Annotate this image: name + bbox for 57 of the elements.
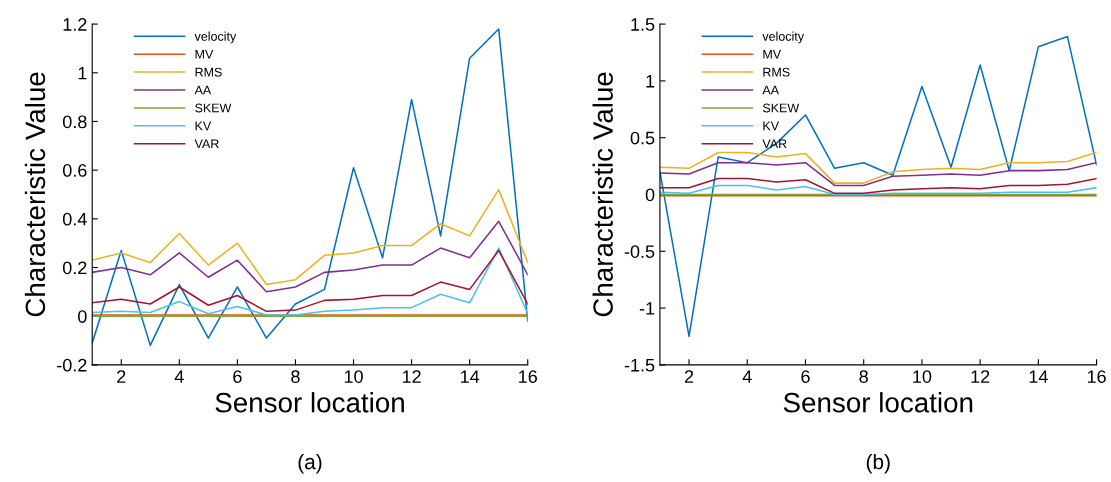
x-axis-title: Sensor location [783,392,973,413]
x-tick-label: 16 [1087,370,1106,383]
y-tick-label: 0.8 [62,115,87,129]
y-tick-label: 1 [646,75,655,88]
line-series [659,184,1097,196]
legend-label: MV [195,49,214,59]
line-series [659,177,1097,195]
x-tick-label: 6 [233,370,242,383]
y-tick-label: 0 [78,310,87,323]
y-tick-label: 0.4 [62,212,87,226]
legend-label: SKEW [762,103,800,113]
y-tick-label: -0.5 [624,245,655,258]
legend-label: RMS [763,67,790,77]
legend-label: MV [763,49,782,59]
text: (a) [298,453,322,474]
legend-label: SKEW [195,103,232,113]
line-series [92,28,528,347]
y-tick-label: 1 [78,66,87,80]
y-tick-label: -1.5 [624,358,655,372]
y-tick-label: 1.2 [63,18,87,31]
x-tick-label: 14 [1029,370,1048,383]
x-tick-label: 16 [519,370,537,383]
legend-label: AA [762,85,780,95]
x-tick-label: 4 [742,370,752,383]
legend-label: RMS [195,67,222,77]
legend-label: KV [195,121,212,131]
legend-label: velocity [762,31,805,44]
x-axis-title: Sensor location [215,392,404,413]
y-axis-title: Characteristic Value [592,72,613,317]
legend-label: VAR [194,139,219,149]
y-tick-label: -1 [639,302,655,315]
y-axis-title: Characteristic Value [24,72,46,317]
line-series [659,151,1097,184]
legend-label: AA [194,85,212,95]
x-tick-label: 6 [801,370,810,383]
y-tick-label: 0 [645,188,655,202]
x-tick-label: 8 [291,370,300,383]
x-tick-label: 2 [684,370,694,383]
x-tick-label: 12 [402,370,421,383]
x-tick-label: 12 [971,370,990,383]
y-tick-label: 0.5 [630,131,655,145]
line-series [659,161,1097,187]
x-tick-label: 14 [460,370,480,383]
line-series [92,220,528,293]
x-tick-label: 8 [859,370,868,383]
x-tick-label: 4 [174,370,184,383]
legend-label: KV [763,121,779,131]
text: (b) [866,453,890,474]
line-series [92,188,528,286]
y-tick-label: -0.2 [57,358,87,372]
legend-label: velocity [194,31,237,44]
y-tick-label: 1.5 [631,18,655,31]
x-tick-label: 2 [117,370,126,383]
y-tick-label: 0.2 [62,261,87,275]
x-tick-label: 10 [344,370,363,383]
x-tick-label: 10 [913,370,932,383]
y-tick-label: 0.6 [62,164,87,177]
